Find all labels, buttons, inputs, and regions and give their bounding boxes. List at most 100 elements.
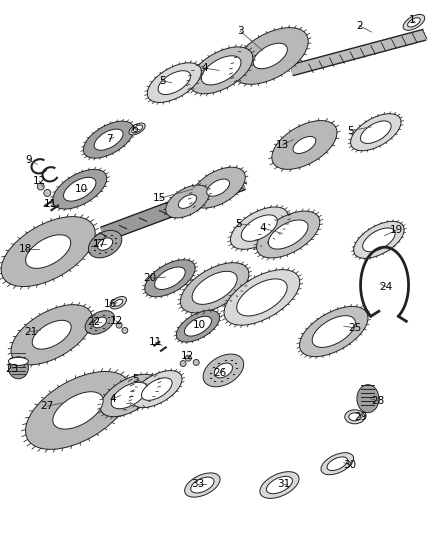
Text: 1: 1 xyxy=(408,15,415,25)
Ellipse shape xyxy=(272,120,337,169)
Ellipse shape xyxy=(114,300,123,306)
Ellipse shape xyxy=(53,169,107,209)
Ellipse shape xyxy=(166,185,209,218)
Text: 9: 9 xyxy=(25,155,32,165)
Circle shape xyxy=(185,355,191,361)
Circle shape xyxy=(193,359,199,366)
Text: 13: 13 xyxy=(276,140,289,150)
Ellipse shape xyxy=(25,372,131,449)
Ellipse shape xyxy=(349,413,361,421)
Ellipse shape xyxy=(203,354,244,387)
Text: 11: 11 xyxy=(44,199,57,208)
Ellipse shape xyxy=(25,235,71,268)
Ellipse shape xyxy=(350,114,401,151)
Ellipse shape xyxy=(345,410,365,424)
Ellipse shape xyxy=(403,14,425,30)
Ellipse shape xyxy=(237,279,287,316)
Text: 4: 4 xyxy=(110,394,117,403)
Ellipse shape xyxy=(110,296,127,309)
Ellipse shape xyxy=(191,167,245,208)
Ellipse shape xyxy=(321,453,353,475)
Ellipse shape xyxy=(177,310,219,342)
Ellipse shape xyxy=(94,129,123,150)
Ellipse shape xyxy=(158,71,191,94)
Ellipse shape xyxy=(268,220,308,249)
Ellipse shape xyxy=(32,320,71,349)
Text: 18: 18 xyxy=(19,245,32,254)
Text: 23: 23 xyxy=(6,364,19,374)
Ellipse shape xyxy=(353,221,404,259)
Ellipse shape xyxy=(253,43,287,69)
Ellipse shape xyxy=(360,121,391,143)
Ellipse shape xyxy=(141,378,172,400)
Text: 5: 5 xyxy=(347,126,354,135)
Ellipse shape xyxy=(260,472,299,498)
Ellipse shape xyxy=(300,306,368,357)
Circle shape xyxy=(37,183,44,190)
Ellipse shape xyxy=(83,121,134,158)
Text: 5: 5 xyxy=(159,76,166,86)
Ellipse shape xyxy=(93,317,106,328)
Text: 7: 7 xyxy=(106,134,113,143)
Ellipse shape xyxy=(408,18,420,27)
Text: 19: 19 xyxy=(390,225,403,235)
Text: 17: 17 xyxy=(93,239,106,249)
Text: 24: 24 xyxy=(379,282,392,292)
Ellipse shape xyxy=(132,125,142,133)
Ellipse shape xyxy=(241,215,277,241)
Text: 25: 25 xyxy=(348,323,361,333)
Ellipse shape xyxy=(266,477,293,494)
Text: 27: 27 xyxy=(41,401,54,411)
Circle shape xyxy=(180,360,186,367)
Circle shape xyxy=(122,327,128,334)
Ellipse shape xyxy=(88,230,122,258)
Ellipse shape xyxy=(155,267,185,289)
Ellipse shape xyxy=(207,179,230,196)
Ellipse shape xyxy=(1,216,95,287)
Ellipse shape xyxy=(214,363,233,378)
Text: 21: 21 xyxy=(24,327,37,336)
Ellipse shape xyxy=(111,382,147,409)
Ellipse shape xyxy=(147,63,201,102)
Text: 15: 15 xyxy=(153,193,166,203)
Text: 10: 10 xyxy=(74,184,88,194)
Circle shape xyxy=(44,189,51,197)
Ellipse shape xyxy=(191,477,214,493)
Text: 10: 10 xyxy=(193,320,206,330)
Ellipse shape xyxy=(363,228,395,252)
Ellipse shape xyxy=(224,270,300,325)
Ellipse shape xyxy=(201,56,241,85)
Ellipse shape xyxy=(131,370,182,408)
Text: 26: 26 xyxy=(213,368,226,378)
Ellipse shape xyxy=(145,260,195,297)
Ellipse shape xyxy=(98,238,113,251)
Ellipse shape xyxy=(357,385,379,413)
Ellipse shape xyxy=(190,47,253,94)
Text: 12: 12 xyxy=(181,351,194,361)
Ellipse shape xyxy=(185,473,220,497)
Text: 5: 5 xyxy=(132,375,139,384)
Text: 16: 16 xyxy=(104,299,117,309)
Text: 11: 11 xyxy=(149,337,162,347)
Ellipse shape xyxy=(8,357,28,379)
Ellipse shape xyxy=(327,457,347,471)
Text: 3: 3 xyxy=(237,26,244,36)
Ellipse shape xyxy=(178,195,197,208)
Text: 30: 30 xyxy=(343,460,356,470)
Ellipse shape xyxy=(180,263,249,313)
Text: 6: 6 xyxy=(131,124,138,134)
Ellipse shape xyxy=(192,271,237,304)
Text: 22: 22 xyxy=(88,318,101,327)
Ellipse shape xyxy=(230,207,288,249)
Text: 4: 4 xyxy=(259,223,266,233)
Ellipse shape xyxy=(312,316,355,348)
Ellipse shape xyxy=(257,211,320,258)
Ellipse shape xyxy=(100,374,158,417)
Text: 29: 29 xyxy=(355,412,368,422)
Text: 28: 28 xyxy=(371,396,384,406)
Ellipse shape xyxy=(85,311,115,334)
Text: 5: 5 xyxy=(235,219,242,229)
Ellipse shape xyxy=(129,123,145,135)
Text: 12: 12 xyxy=(110,316,123,326)
Ellipse shape xyxy=(8,357,28,366)
